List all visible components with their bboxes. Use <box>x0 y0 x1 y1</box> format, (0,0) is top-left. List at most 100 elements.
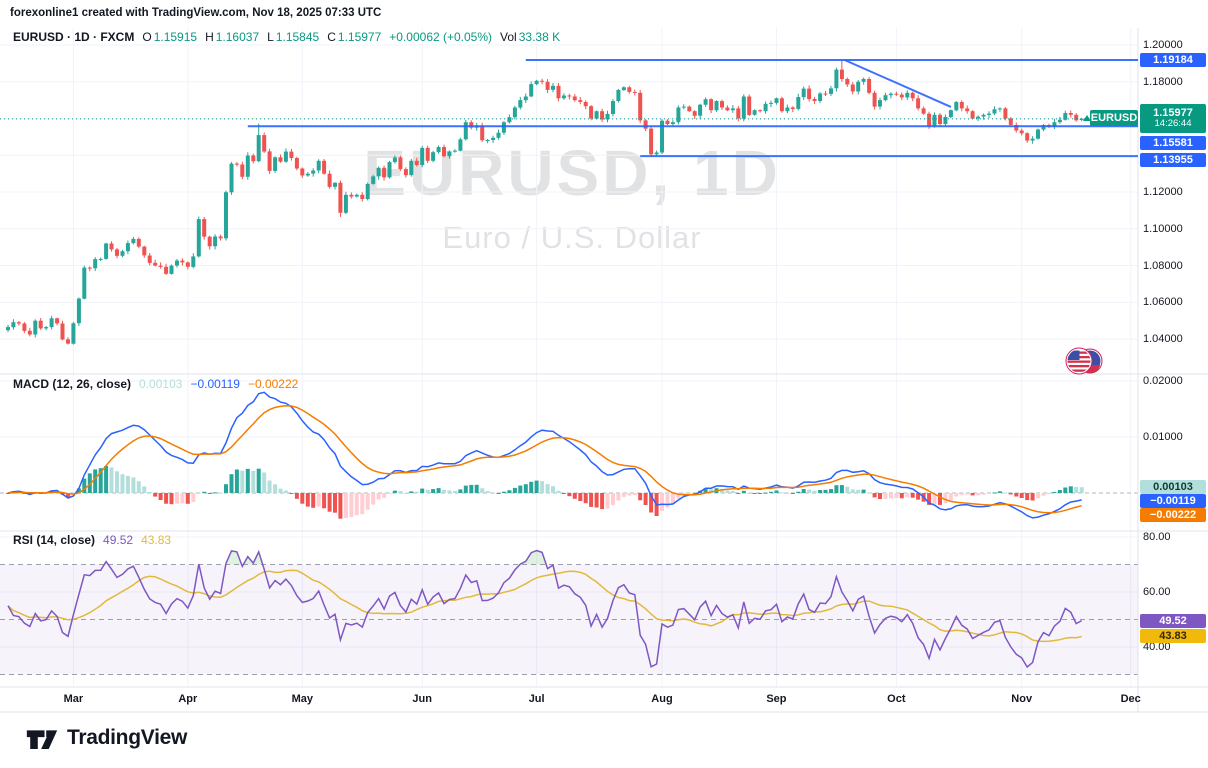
candle-body <box>305 173 310 176</box>
candle-body <box>447 151 452 157</box>
macd-hist-bar <box>185 493 190 504</box>
candle-body <box>736 108 741 119</box>
candle-body <box>191 256 196 267</box>
macd-hist-bar <box>371 493 376 505</box>
candle-body <box>125 243 130 252</box>
price-axis-label: 1.20000 <box>1143 39 1183 51</box>
macd-hist-bar <box>376 493 381 500</box>
macd-hist-bar <box>621 493 626 497</box>
macd-hist-bar <box>540 481 545 493</box>
macd-hist-bar <box>529 481 534 493</box>
candle-body <box>888 93 893 96</box>
macd-axis-label: 0.02000 <box>1143 375 1183 387</box>
macd-hist-bar <box>523 484 528 493</box>
macd-hist-bar <box>322 493 327 509</box>
candle-body <box>1030 138 1035 141</box>
macd-hist-bar <box>785 492 790 494</box>
candle-body <box>491 137 496 140</box>
macd-hist-bar <box>948 493 953 501</box>
candle-body <box>654 152 659 155</box>
rsi-ma-badge: 43.83 <box>1140 629 1206 643</box>
macd-hist-bar <box>180 493 185 504</box>
macd-hist-bar <box>1074 486 1079 493</box>
macd-hist-bar <box>600 493 605 510</box>
macd-hist-bar <box>354 493 359 516</box>
candle-body <box>11 322 16 328</box>
macd-hist-bar <box>147 492 152 493</box>
candle-body <box>343 194 348 213</box>
candle-body <box>872 92 877 107</box>
candle-body <box>883 95 888 101</box>
candle-body <box>572 96 577 101</box>
candle-body <box>905 92 910 98</box>
symbol-title[interactable]: EURUSD · 1D · FXCM <box>13 30 135 44</box>
macd-hist-bar <box>997 491 1002 493</box>
macd-hist-bar <box>796 491 801 493</box>
candle-body <box>970 111 975 119</box>
candle-body <box>207 236 212 247</box>
candle-body <box>899 94 904 98</box>
macd-hist-bar <box>333 493 337 513</box>
price-pane-legend: EURUSD · 1D · FXCM O 1.15915 H 1.16037 L 1.… <box>13 30 560 44</box>
candle-body <box>66 339 70 344</box>
candle-body <box>1014 125 1019 131</box>
macd-title[interactable]: MACD (12, 26, close) <box>13 377 132 391</box>
tradingview-logo[interactable]: TradingView <box>26 725 187 751</box>
macd-hist-bar <box>518 485 523 493</box>
candle-body <box>262 135 267 152</box>
candle-body <box>327 173 332 187</box>
candle-body <box>333 182 337 187</box>
candle-body <box>22 323 27 331</box>
macd-hist-bar <box>300 493 305 504</box>
macd-hist-bar <box>954 493 959 497</box>
rsi-pane-legend: RSI (14, close) 49.52 43.83 <box>13 533 171 547</box>
candle-body <box>142 246 147 256</box>
candle-body <box>120 251 125 256</box>
candle-body <box>959 102 964 109</box>
macd-hist-bar <box>431 489 436 493</box>
macd-hist-bar <box>567 493 572 497</box>
candle-body <box>540 80 545 82</box>
candle-body <box>561 95 566 99</box>
candle-body <box>643 120 648 129</box>
time-axis-label: Mar <box>63 693 84 705</box>
time-scale[interactable] <box>0 687 1138 712</box>
candle-body <box>251 155 256 162</box>
macd-hist-bar <box>594 493 599 508</box>
macd-hist-bar <box>801 489 806 493</box>
rsi-line <box>7 549 1083 669</box>
candle-body <box>376 167 381 177</box>
candle-body <box>229 163 234 193</box>
macd-line-value: −0.00119 <box>190 377 240 391</box>
candle-body <box>153 262 158 266</box>
macd-hist-bar <box>774 490 779 493</box>
macd-hist-bar <box>790 493 795 494</box>
macd-hist-bar <box>850 489 855 493</box>
macd-hist-bar <box>98 468 103 493</box>
macd-hist-bar <box>1036 493 1040 499</box>
trendline-drawing[interactable] <box>844 59 952 108</box>
candle-body <box>278 157 283 162</box>
macd-hist-bar <box>349 493 354 518</box>
macd-hist-bar <box>365 493 370 510</box>
macd-axis-label: 0.01000 <box>1143 431 1183 443</box>
candle-body <box>747 96 752 115</box>
candle-body <box>621 87 626 91</box>
candle-body <box>512 107 517 118</box>
macd-hist-bar <box>136 481 141 493</box>
candle-body <box>93 259 98 269</box>
candle-body <box>33 320 38 335</box>
candle-body <box>1074 114 1079 121</box>
candle-body <box>583 102 588 107</box>
macd-hist-bar <box>224 484 228 493</box>
macd-hist-bar <box>120 474 125 493</box>
rsi-title[interactable]: RSI (14, close) <box>13 533 96 547</box>
candle-body <box>267 151 272 171</box>
candle-body <box>545 81 550 90</box>
candle-body <box>409 160 414 176</box>
macd-hist-bar <box>175 493 179 504</box>
macd-hist-bar <box>845 486 850 493</box>
price-axis-label: 1.10000 <box>1143 222 1183 235</box>
